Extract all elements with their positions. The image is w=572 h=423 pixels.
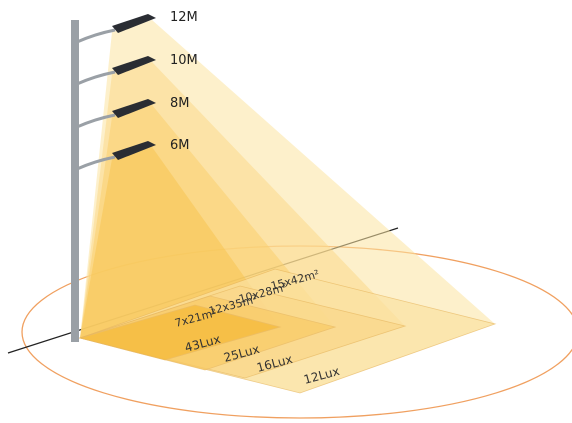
ground-areas bbox=[78, 268, 497, 394]
height-label: 8M bbox=[170, 96, 190, 111]
height-label: 12M bbox=[170, 10, 198, 25]
pole bbox=[71, 20, 79, 342]
height-label: 6M bbox=[170, 138, 190, 153]
area-6m bbox=[78, 304, 282, 361]
arms bbox=[76, 28, 116, 171]
lamps bbox=[112, 14, 156, 160]
height-label: 10M bbox=[170, 53, 198, 68]
